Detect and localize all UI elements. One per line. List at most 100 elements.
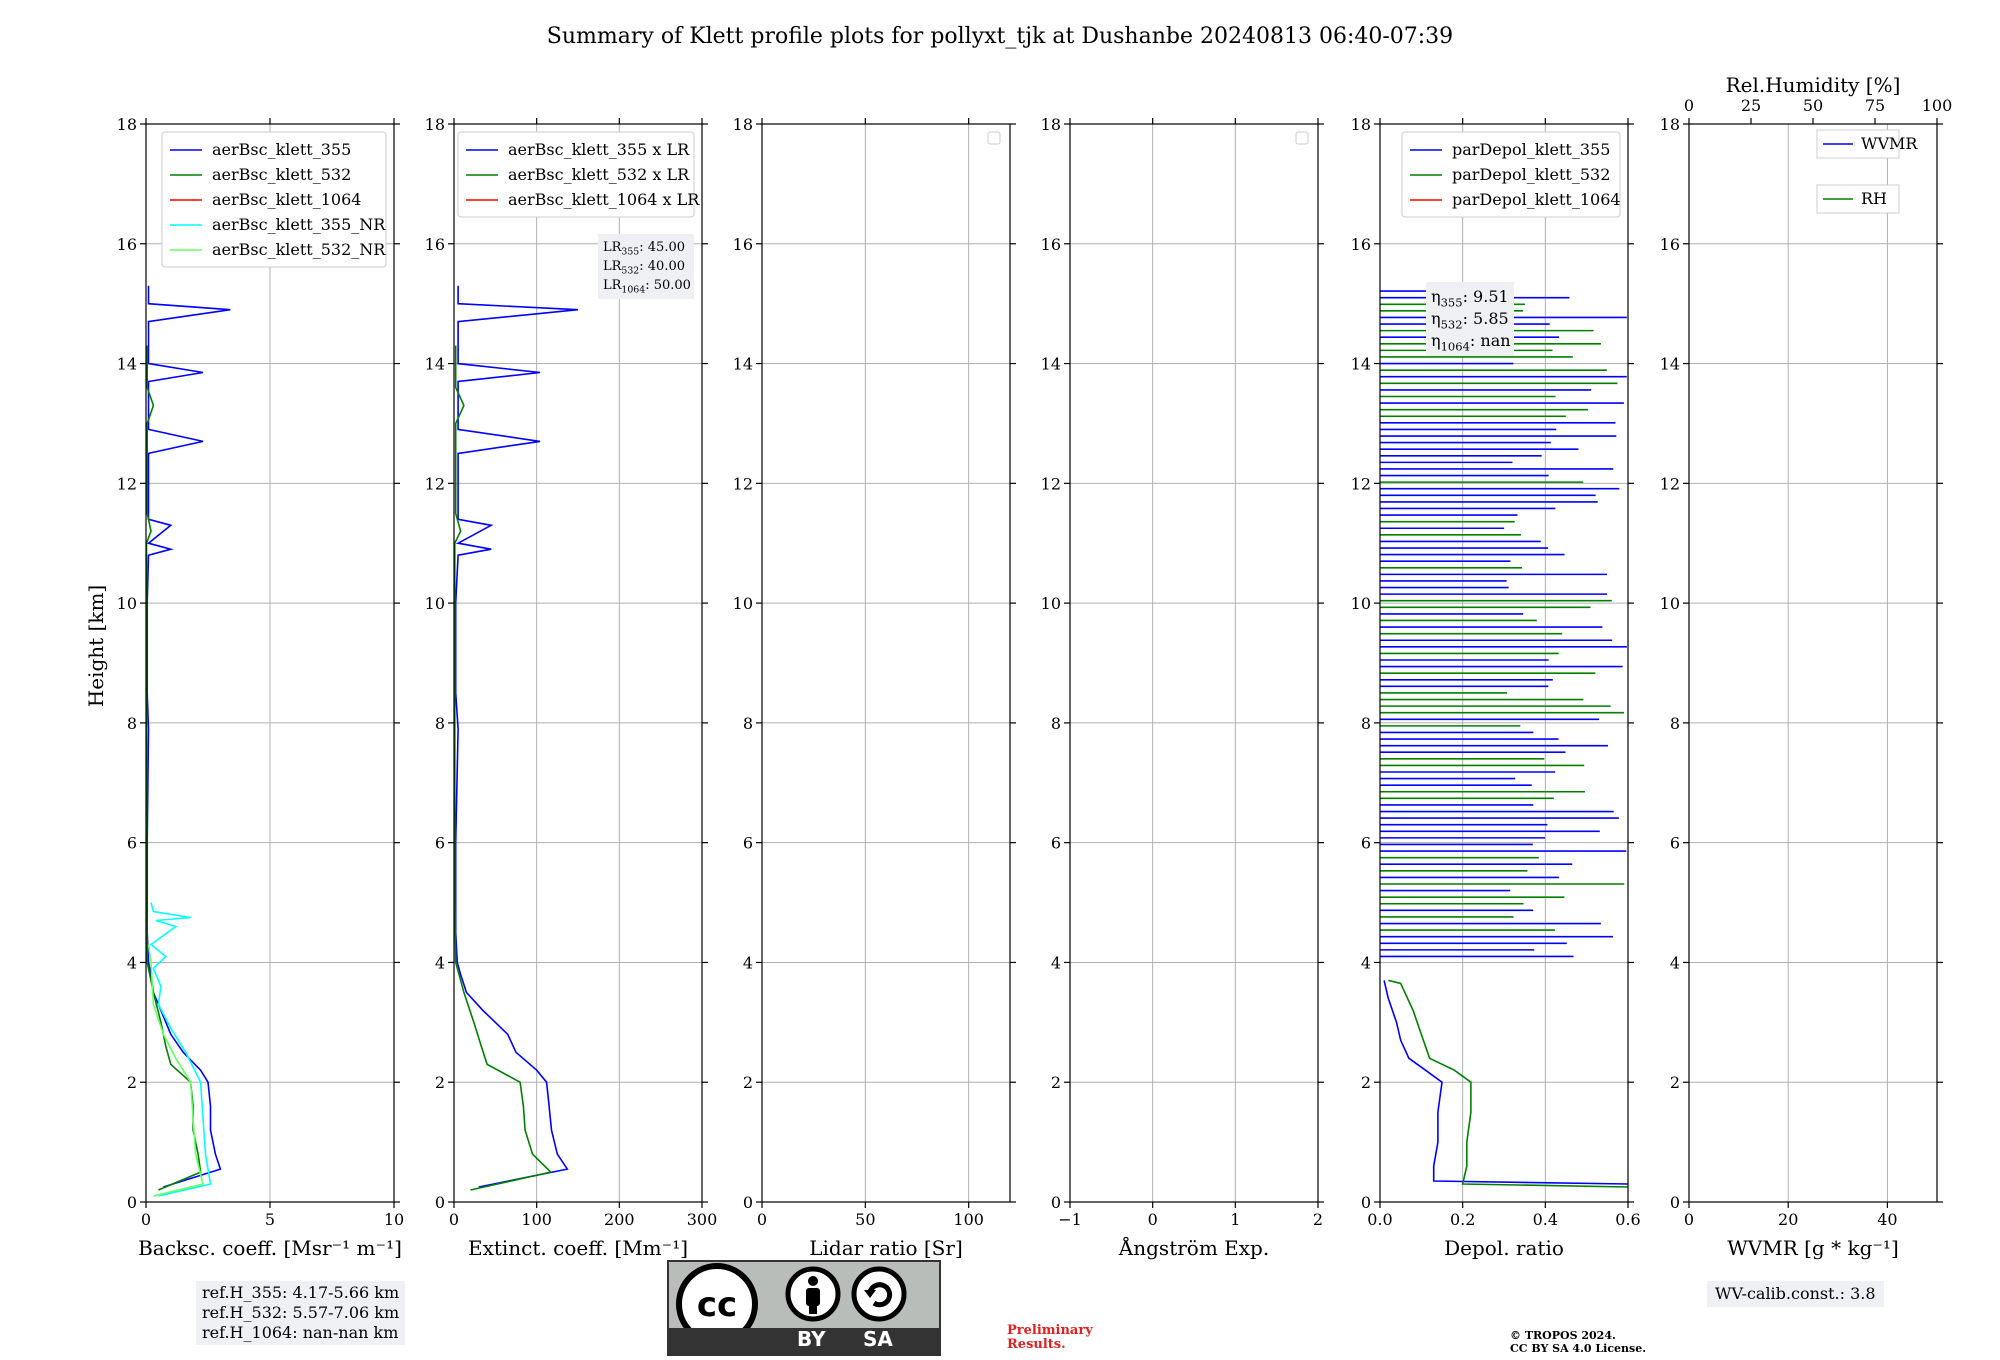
y-tick-label: 2 <box>435 1073 445 1092</box>
y-tick-label: 0 <box>1051 1193 1061 1212</box>
series-line-parDepol_klett_355 <box>1383 980 1628 1185</box>
x2-tick-label: 25 <box>1741 96 1761 115</box>
y-tick-label: 12 <box>425 474 445 493</box>
legend-label: aerBsc_klett_355 <box>212 140 351 159</box>
legend-label: aerBsc_klett_355 x LR <box>508 140 690 159</box>
y-tick-label: 0 <box>435 1193 445 1212</box>
panel-lr: 0 2 4 6 8 10 12 14 16 18 0 50 100 Lidar ratio [Sr] <box>733 115 1016 1260</box>
x2-tick-label: 75 <box>1865 96 1885 115</box>
y-tick-label: 16 <box>1660 235 1680 254</box>
x-tick-label: 2 <box>1313 1210 1323 1229</box>
cc-license-badge: cc BY SA <box>667 1260 941 1356</box>
y-tick-label: 16 <box>425 235 445 254</box>
legend-label: aerBsc_klett_1064 x LR <box>508 190 700 209</box>
x-tick-label: 100 <box>521 1210 552 1229</box>
annotation-text: η1064: nan <box>1431 331 1511 353</box>
y-tick-label: 2 <box>1670 1073 1680 1092</box>
x2-tick-label: 100 <box>1922 96 1953 115</box>
y-tick-label: 16 <box>1351 235 1371 254</box>
y-tick-label: 10 <box>1660 594 1680 613</box>
y-tick-label: 16 <box>1041 235 1061 254</box>
empty-legend-box <box>987 131 1001 145</box>
y-tick-label: 18 <box>425 115 445 134</box>
x-axis-label: WVMR [g * kg⁻¹] <box>1727 1236 1899 1260</box>
wv-calib-box: WV-calib.const.: 3.8 <box>1707 1281 1884 1307</box>
series-line-aerBsc_klett_355 x LR <box>454 285 579 1188</box>
y-tick-label: 18 <box>733 115 753 134</box>
x-tick-label: 0.0 <box>1367 1210 1392 1229</box>
legend-label: RH <box>1861 189 1887 208</box>
legend-box <box>161 131 387 268</box>
preliminary-line-2: Results. <box>1007 1337 1066 1352</box>
x-tick-label: 300 <box>687 1210 718 1229</box>
legend-label: aerBsc_klett_1064 <box>212 190 361 209</box>
x-tick-label: 0.4 <box>1533 1210 1558 1229</box>
y-tick-label: 2 <box>1051 1073 1061 1092</box>
x-tick-label: 100 <box>953 1210 984 1229</box>
y-tick-label: 0 <box>1670 1193 1680 1212</box>
y-tick-label: 6 <box>743 834 753 853</box>
legend-label: aerBsc_klett_532 <box>212 165 351 184</box>
legend-box <box>1401 131 1621 218</box>
cc-by-label: BY <box>797 1327 826 1351</box>
annotation-text: LR355: 45.00 <box>603 240 685 258</box>
x-tick-label: 0.6 <box>1615 1210 1640 1229</box>
x-tick-label: 40 <box>1877 1210 1897 1229</box>
x-tick-label: 200 <box>604 1210 635 1229</box>
series-line-parDepol_klett_532 <box>1388 979 1628 1188</box>
y-tick-label: 10 <box>733 594 753 613</box>
y-tick-label: 12 <box>1351 474 1371 493</box>
y-tick-label: 12 <box>733 474 753 493</box>
y-tick-label: 8 <box>435 714 445 733</box>
y-tick-label: 14 <box>1041 355 1061 374</box>
x-tick-label: 10 <box>384 1210 404 1229</box>
x-tick-label: −1 <box>1058 1210 1082 1229</box>
panel-bsc: 0 2 4 6 8 10 12 14 16 18 0 5 10 Backsc. coeff. [Msr⁻¹… <box>117 115 405 1260</box>
y-tick-label: 2 <box>743 1073 753 1092</box>
sa-share-alike-icon <box>851 1266 907 1322</box>
cc-badge-band: BY SA <box>669 1327 939 1354</box>
x-tick-label: 20 <box>1778 1210 1798 1229</box>
copyright-note: © TROPOS 2024. CC BY SA 4.0 License. <box>1510 1329 1646 1355</box>
copyright-line-1: © TROPOS 2024. <box>1510 1329 1616 1342</box>
panel-depol: 0 2 4 6 8 10 12 14 16 18 0.0 0.2 0.4 0.6 Depol. ratio p… <box>1351 115 1641 1260</box>
empty-legend-box <box>1295 131 1309 145</box>
y-tick-label: 14 <box>117 355 137 374</box>
preliminary-line-1: Preliminary <box>1007 1323 1093 1338</box>
y-tick-label: 16 <box>117 235 137 254</box>
y-tick-label: 10 <box>1041 594 1061 613</box>
y-tick-label: 10 <box>1351 594 1371 613</box>
annotation-text: η532: 5.85 <box>1431 309 1509 331</box>
x-tick-label: 0 <box>449 1210 459 1229</box>
legend-box <box>457 131 695 218</box>
x-tick-label: 0 <box>1148 1210 1158 1229</box>
y-tick-label: 10 <box>425 594 445 613</box>
y-tick-label: 14 <box>1351 355 1371 374</box>
y-tick-label: 8 <box>1670 714 1680 733</box>
axes-frame <box>1379 123 1629 1203</box>
series-line-aerBsc_klett_355 <box>146 285 231 1188</box>
x-axis-label: Lidar ratio [Sr] <box>809 1236 963 1260</box>
y-axis-label: Height [km] <box>84 585 108 707</box>
axes-frame <box>1069 123 1319 1203</box>
y-tick-label: 4 <box>1361 953 1371 972</box>
y-tick-label: 12 <box>117 474 137 493</box>
legend-label: parDepol_klett_355 <box>1452 140 1610 159</box>
annotation-box <box>598 234 694 299</box>
svg-text:cc: cc <box>697 1285 737 1325</box>
y-tick-label: 2 <box>127 1073 137 1092</box>
x2-tick-label: 50 <box>1803 96 1823 115</box>
series-line-aerBsc_klett_532_NR <box>147 944 204 1197</box>
y-tick-label: 4 <box>127 953 137 972</box>
legend-label: WVMR <box>1861 134 1918 153</box>
x-tick-label: 50 <box>855 1210 875 1229</box>
y-tick-label: 18 <box>1351 115 1371 134</box>
x2-axis-label: Rel.Humidity [%] <box>1726 73 1901 97</box>
preliminary-note: Preliminary Results. <box>1007 1324 1093 1352</box>
ref-height-box: ref.H_355: 4.17-5.66 km ref.H_532: 5.57-… <box>196 1281 406 1345</box>
y-tick-label: 8 <box>743 714 753 733</box>
y-tick-label: 8 <box>1051 714 1061 733</box>
y-tick-label: 14 <box>1660 355 1680 374</box>
x-tick-label: 1 <box>1230 1210 1240 1229</box>
